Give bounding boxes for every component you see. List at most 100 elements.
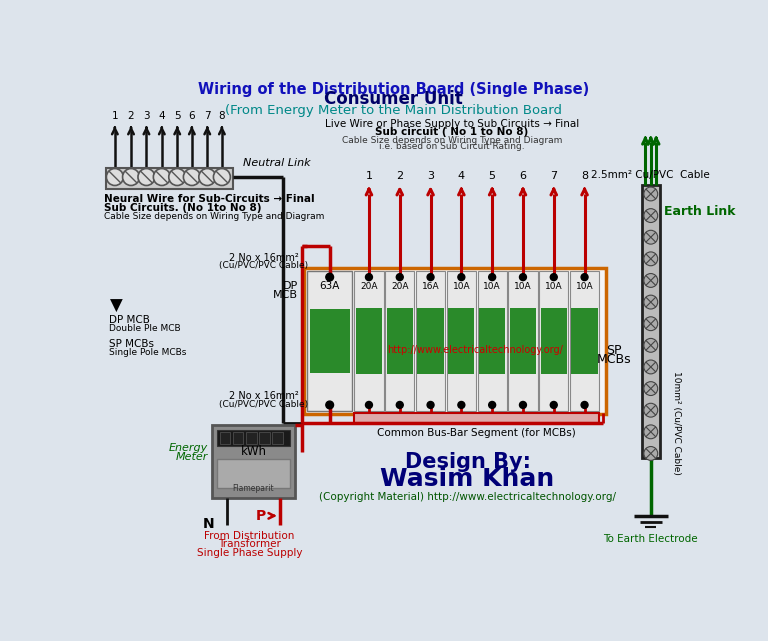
Circle shape — [644, 338, 657, 353]
Text: Meter: Meter — [176, 453, 208, 462]
Text: 4: 4 — [158, 111, 165, 121]
Text: Earth Link: Earth Link — [664, 205, 736, 218]
Circle shape — [644, 425, 657, 438]
Circle shape — [644, 187, 657, 201]
Text: Transformer: Transformer — [218, 539, 281, 549]
Text: Live Wire or Phase Supply to Sub Circuits → Final: Live Wire or Phase Supply to Sub Circuit… — [325, 119, 579, 129]
Circle shape — [644, 317, 657, 331]
Circle shape — [488, 401, 495, 408]
Text: 10A: 10A — [452, 282, 470, 291]
Text: 8: 8 — [219, 111, 225, 121]
Bar — [307, 271, 352, 411]
Text: Wiring of the Distribution Board (Single Phase): Wiring of the Distribution Board (Single… — [198, 82, 589, 97]
Text: SP MCBs: SP MCBs — [110, 339, 154, 349]
Bar — [641, 185, 660, 458]
Bar — [385, 271, 415, 411]
Text: 2: 2 — [396, 171, 403, 181]
Text: Cable Size depends on Wiring Type and Diagram: Cable Size depends on Wiring Type and Di… — [342, 135, 562, 145]
Bar — [217, 459, 290, 488]
Circle shape — [458, 274, 465, 281]
Circle shape — [644, 360, 657, 374]
Text: 16A: 16A — [422, 282, 439, 291]
Text: 6: 6 — [519, 171, 526, 181]
Circle shape — [644, 230, 657, 244]
Text: 10A: 10A — [514, 282, 531, 291]
Circle shape — [644, 274, 657, 287]
Bar — [541, 308, 567, 374]
Text: 2: 2 — [127, 111, 134, 121]
Text: To Earth Electrode: To Earth Electrode — [604, 534, 698, 544]
Bar — [310, 310, 349, 372]
Text: 2.5mm² Cu/PVC  Cable: 2.5mm² Cu/PVC Cable — [591, 171, 710, 181]
Text: 63A: 63A — [319, 281, 340, 292]
Bar — [479, 308, 505, 374]
Circle shape — [488, 274, 495, 281]
Circle shape — [396, 401, 403, 408]
Circle shape — [123, 169, 140, 185]
Text: 10A: 10A — [483, 282, 501, 291]
Circle shape — [427, 401, 434, 408]
Bar — [354, 413, 599, 424]
Circle shape — [644, 447, 657, 460]
Circle shape — [581, 274, 588, 281]
Circle shape — [519, 401, 526, 408]
Text: Common Bus-Bar Segment (for MCBs): Common Bus-Bar Segment (for MCBs) — [377, 428, 576, 438]
Text: 4: 4 — [458, 171, 465, 181]
Text: 2 No x 16mm²: 2 No x 16mm² — [229, 253, 298, 263]
Bar — [386, 308, 413, 374]
Bar — [259, 432, 270, 444]
Text: Cable Size depends on Wiring Type and Diagram: Cable Size depends on Wiring Type and Di… — [104, 212, 324, 221]
Bar — [106, 168, 233, 189]
Text: (Cu/PVC/PVC Cable): (Cu/PVC/PVC Cable) — [219, 400, 308, 409]
Bar — [272, 432, 283, 444]
Text: i.e. based on Sub Circuit Rating.: i.e. based on Sub Circuit Rating. — [379, 142, 525, 151]
Bar — [233, 432, 243, 444]
Text: Energy: Energy — [169, 443, 208, 453]
Bar — [220, 432, 230, 444]
Text: 6: 6 — [189, 111, 195, 121]
Bar — [418, 308, 444, 374]
Bar — [508, 271, 538, 411]
Bar — [449, 308, 475, 374]
Text: MCB: MCB — [273, 290, 298, 300]
Circle shape — [519, 274, 526, 281]
Text: P: P — [256, 509, 266, 523]
Text: (Cu/PVC/PVC Cable): (Cu/PVC/PVC Cable) — [219, 261, 308, 270]
Circle shape — [644, 403, 657, 417]
Text: (Copyright Material) http://www.electricaltechnology.org/: (Copyright Material) http://www.electric… — [319, 492, 616, 503]
Text: Consumer Unit: Consumer Unit — [324, 90, 463, 108]
Circle shape — [326, 401, 333, 409]
Text: 10mm² (Cu/PVC Cable): 10mm² (Cu/PVC Cable) — [673, 372, 681, 476]
Text: 7: 7 — [204, 111, 210, 121]
Circle shape — [107, 169, 124, 185]
Circle shape — [154, 169, 170, 185]
Text: ▼: ▼ — [110, 297, 122, 315]
Bar — [246, 432, 257, 444]
Text: N: N — [203, 517, 214, 531]
Circle shape — [138, 169, 155, 185]
Bar — [539, 271, 568, 411]
Circle shape — [326, 273, 333, 281]
Text: 1: 1 — [111, 111, 118, 121]
Circle shape — [551, 274, 558, 281]
Text: Neutral Link: Neutral Link — [243, 158, 310, 168]
Text: Double Ple MCB: Double Ple MCB — [110, 324, 181, 333]
Text: Design By:: Design By: — [405, 452, 531, 472]
Bar — [478, 271, 507, 411]
Bar — [447, 271, 476, 411]
Text: 2 No x 16mm²: 2 No x 16mm² — [229, 392, 298, 401]
Text: 20A: 20A — [360, 282, 378, 291]
Text: 1: 1 — [366, 171, 372, 181]
Circle shape — [644, 295, 657, 309]
Bar — [354, 271, 383, 411]
Text: From Distribution: From Distribution — [204, 531, 295, 541]
Circle shape — [644, 381, 657, 395]
Text: Wasim Khan: Wasim Khan — [380, 467, 554, 491]
Text: Single Pole MCBs: Single Pole MCBs — [110, 348, 187, 357]
Text: 8: 8 — [581, 171, 588, 181]
Circle shape — [366, 401, 372, 408]
Circle shape — [581, 401, 588, 408]
Circle shape — [427, 274, 434, 281]
Circle shape — [184, 169, 200, 185]
Bar — [212, 425, 295, 498]
